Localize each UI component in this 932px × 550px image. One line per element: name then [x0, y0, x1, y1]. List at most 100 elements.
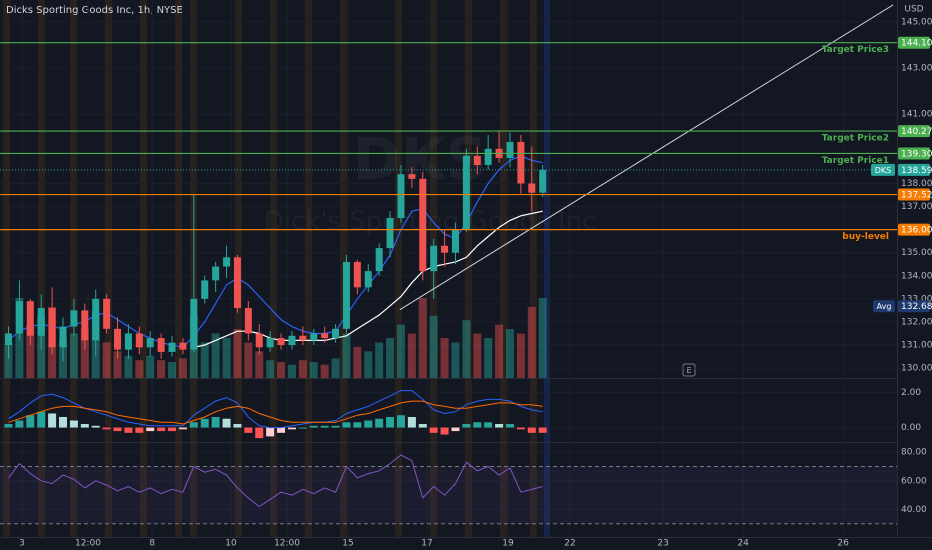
x-tick-label: 8: [149, 539, 155, 549]
candle-body: [332, 328, 340, 339]
candle-body: [37, 308, 45, 336]
y-tick-label: 130.00: [901, 364, 932, 374]
volume-bar: [342, 333, 351, 378]
volume-bar: [473, 333, 482, 378]
volume-bar: [222, 338, 231, 378]
trendline: [399, 4, 894, 311]
volume-bar: [255, 351, 264, 378]
volume-bar: [69, 333, 78, 378]
watermark-name: Dick's Sporting Goods Inc: [264, 207, 597, 237]
volume-bar: [135, 360, 144, 378]
candle-body: [179, 342, 187, 350]
macd-histogram-bar: [189, 422, 198, 428]
candle-body: [103, 298, 111, 329]
candle-body: [430, 245, 438, 272]
avg-price-label: 132.68: [901, 302, 932, 312]
x-tick-label: 24: [737, 539, 749, 549]
y-tick-label: 133.00: [901, 294, 932, 304]
macd-histogram-bar: [4, 424, 13, 428]
macd-histogram-bar: [157, 427, 166, 432]
macd-histogram-bar: [91, 425, 100, 428]
macd-histogram-bar: [473, 422, 482, 428]
avg-name-box: [873, 300, 895, 313]
macd-histogram-bar: [255, 427, 264, 439]
moving-average: [193, 210, 543, 348]
candle-body: [506, 141, 514, 159]
session-stripe: [500, 0, 507, 537]
candle-body: [70, 310, 78, 327]
scale-button[interactable]: [682, 363, 696, 377]
level-price-box: [898, 36, 930, 49]
candle-body: [419, 178, 427, 272]
candle-body: [473, 155, 481, 165]
level-name: buy-level: [842, 232, 889, 242]
session-stripe: [38, 0, 45, 537]
y-tick-label: 143.00: [901, 64, 932, 74]
volume-bar: [484, 338, 493, 378]
volume-bar: [364, 351, 373, 378]
volume-bar: [211, 333, 220, 378]
level-price-box: [898, 125, 930, 138]
macd-histogram-bar: [429, 427, 438, 433]
macd-histogram-bar: [451, 427, 460, 432]
volume-bar: [157, 360, 166, 378]
macd-histogram-bar: [266, 427, 275, 437]
macd-histogram-bar: [331, 425, 340, 428]
macd-histogram-bar: [124, 427, 133, 433]
rsi-band: [0, 466, 897, 524]
candle-body: [408, 174, 416, 179]
candle-body: [223, 257, 231, 267]
candle-body: [321, 333, 329, 339]
scale-button-label[interactable]: E: [686, 366, 691, 375]
y-tick-label: 141.00: [901, 110, 932, 120]
candle-body: [386, 218, 394, 249]
macd-histogram-bar: [386, 416, 395, 428]
last-price-box: [898, 163, 930, 176]
candle-body: [135, 333, 143, 348]
macd-histogram-bar: [440, 427, 449, 435]
candle-body: [114, 328, 122, 350]
macd-histogram-bar: [200, 418, 209, 428]
avg-price-box: [898, 300, 930, 313]
macd-histogram-bar: [233, 424, 242, 428]
macd-histogram-bar: [26, 415, 35, 428]
macd-histogram-bar: [298, 427, 307, 429]
macd-histogram-bar: [505, 424, 514, 428]
x-tick-label: 12:00: [274, 539, 300, 549]
macd-histogram-bar: [407, 416, 416, 428]
candle-body: [157, 338, 165, 352]
candle-body: [212, 266, 220, 281]
session-stripe: [105, 0, 112, 537]
volume-bar: [527, 306, 536, 378]
last-price-label: 138.59: [901, 166, 932, 176]
volume-bar: [200, 342, 209, 378]
macd-histogram-bar: [69, 420, 78, 428]
volume-bar: [353, 346, 362, 378]
candle-body: [146, 338, 154, 348]
chart-title: Dicks Sporting Goods Inc, 1h, NYSE: [6, 5, 183, 16]
candle-body: [48, 308, 56, 348]
volume-bar: [462, 320, 471, 378]
macd-histogram-bar: [48, 413, 57, 428]
level-price-label: 139.30: [901, 149, 932, 159]
volume-bar: [320, 364, 329, 378]
y-tick-label: 2.00: [901, 388, 921, 398]
macd-histogram-bar: [353, 422, 362, 428]
volume-bar: [309, 362, 318, 378]
macd-histogram-bar: [320, 425, 329, 428]
volume-bar: [418, 298, 427, 378]
volume-bar: [451, 342, 460, 378]
y-tick-label: 40.00: [901, 505, 927, 515]
avg-name: Avg: [877, 302, 892, 311]
candle-body: [353, 261, 361, 288]
macd-histogram-bar: [516, 427, 525, 430]
volume-bar: [266, 360, 275, 378]
candle-body: [539, 169, 547, 193]
volume-bar: [429, 315, 438, 378]
candle-body: [342, 261, 350, 329]
candle-body: [255, 333, 263, 348]
x-tick-label: 17: [421, 539, 432, 549]
macd-histogram-bar: [244, 427, 253, 433]
